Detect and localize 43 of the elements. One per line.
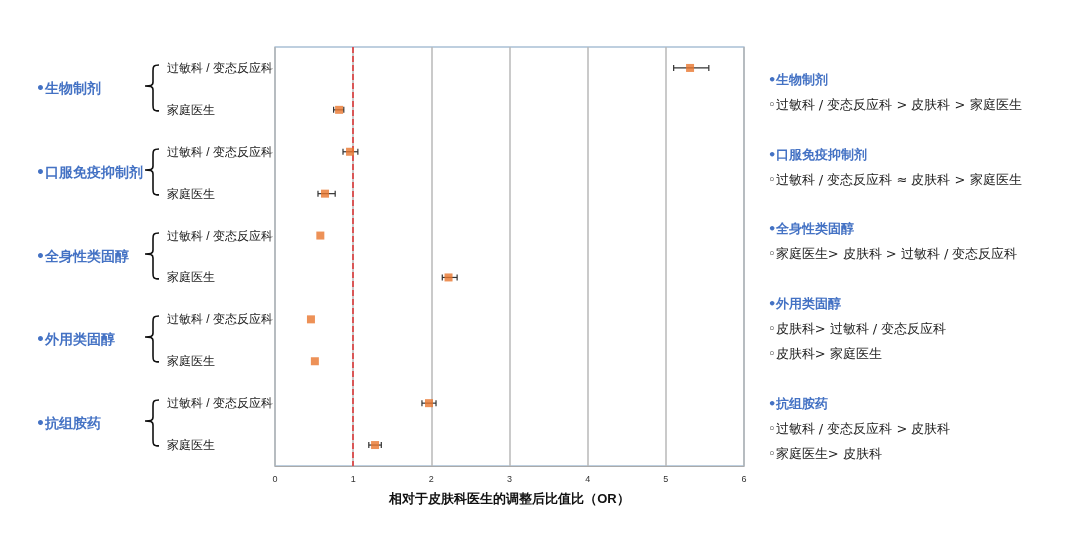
- text: ◦家庭医生> 皮肤科 > 过敏科 / 变态反应科: [768, 245, 1018, 263]
- point: [424, 399, 433, 408]
- y-tick-label: 过敏科 / 变态反应科: [167, 228, 274, 243]
- text: •抗组胺药: [768, 395, 829, 413]
- x-tick-label: 2: [428, 473, 434, 484]
- y-tick-label: 过敏科 / 变态反应科: [167, 144, 274, 159]
- point: [371, 441, 380, 450]
- point: [346, 147, 355, 156]
- text: •外用类固醇: [768, 295, 842, 313]
- y-tick-label: 过敏科 / 变态反应科: [167, 312, 274, 327]
- text: ◦家庭医生> 皮肤科: [768, 445, 882, 463]
- y-tick-label: 过敏科 / 变态反应科: [167, 60, 274, 75]
- point: [310, 357, 319, 366]
- y-tick-label: 家庭医生: [167, 354, 215, 369]
- text: •外用类固醇: [36, 331, 115, 350]
- point: [686, 63, 695, 72]
- x-tick-label: 3: [506, 473, 513, 484]
- text: ◦过敏科 / 变态反应科 ≈ 皮肤科 > 家庭医生: [768, 171, 1022, 189]
- y-tick-label: 家庭医生: [167, 270, 215, 285]
- x-tick-label: 6: [741, 473, 747, 484]
- text: •口服免疫抑制剂: [36, 163, 143, 182]
- y-tick-label: 过敏科 / 变态反应科: [167, 396, 274, 411]
- x-axis-title: 相对于皮肤科医生的调整后比值比（OR）: [388, 491, 630, 506]
- text: ◦皮肤科> 过敏科 / 变态反应科: [768, 320, 947, 338]
- text: •生物制剂: [768, 71, 829, 89]
- x-tick-label: 4: [585, 473, 591, 484]
- text: •全身性类固醇: [36, 247, 129, 266]
- y-tick-label: 家庭医生: [167, 438, 215, 453]
- text: •抗组胺药: [36, 415, 101, 434]
- point: [321, 189, 330, 198]
- text: •全身性类固醇: [768, 220, 855, 238]
- point: [306, 315, 315, 324]
- y-tick-label: 家庭医生: [167, 186, 215, 201]
- x-tick-label: 0: [272, 473, 278, 484]
- x-tick-label: 5: [663, 473, 669, 484]
- text: ◦过敏科 / 变态反应科 > 皮肤科 > 家庭医生: [768, 96, 1022, 114]
- y-tick-label: 家庭医生: [167, 102, 215, 117]
- text: ◦皮肤科> 家庭医生: [768, 345, 882, 363]
- point: [316, 231, 325, 240]
- text: •口服免疫抑制剂: [768, 146, 868, 164]
- text: •生物制剂: [36, 79, 101, 98]
- x-tick-label: 1: [350, 473, 356, 484]
- text: ◦过敏科 / 变态反应科 > 皮肤科: [768, 420, 951, 438]
